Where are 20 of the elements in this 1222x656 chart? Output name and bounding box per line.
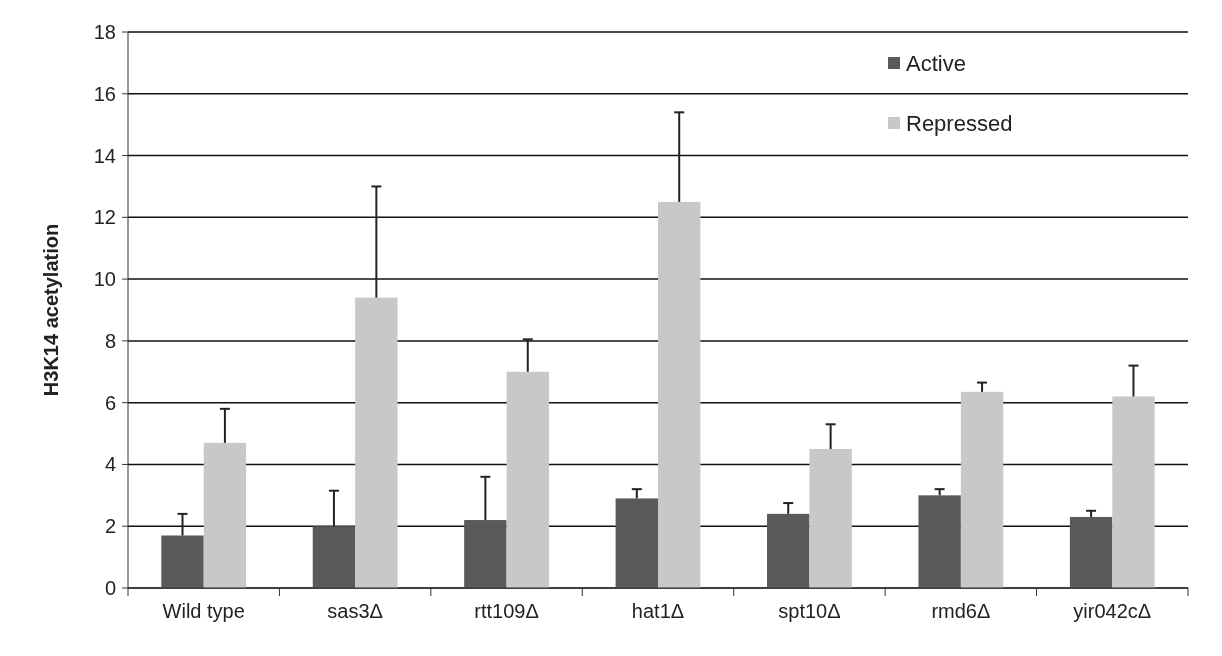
x-tick-label: sas3Δ <box>327 600 383 622</box>
y-tick-label: 12 <box>93 206 116 229</box>
y-tick-label: 14 <box>93 144 116 167</box>
x-tick-label: spt10Δ <box>778 600 841 622</box>
x-tick-label: yir042cΔ <box>1073 600 1152 622</box>
legend-label: Repressed <box>906 110 1013 136</box>
y-tick-label: 4 <box>104 453 116 476</box>
y-tick-label: 16 <box>93 82 116 105</box>
y-tick-label: 10 <box>93 268 116 291</box>
x-tick-label: Wild type <box>162 600 245 622</box>
y-tick-label: 6 <box>104 391 116 414</box>
x-tick-label: hat1Δ <box>631 600 685 622</box>
y-tick-label: 0 <box>104 577 116 599</box>
y-tick-label: 18 <box>93 21 116 43</box>
legend-label: Active <box>906 50 966 76</box>
y-tick-label: 8 <box>104 329 116 352</box>
x-tick-label: rtt109Δ <box>474 600 539 622</box>
x-tick-label: rmd6Δ <box>931 600 991 622</box>
y-tick-label: 2 <box>104 515 116 538</box>
y-axis-title: H3K14 acetylation <box>40 223 62 397</box>
